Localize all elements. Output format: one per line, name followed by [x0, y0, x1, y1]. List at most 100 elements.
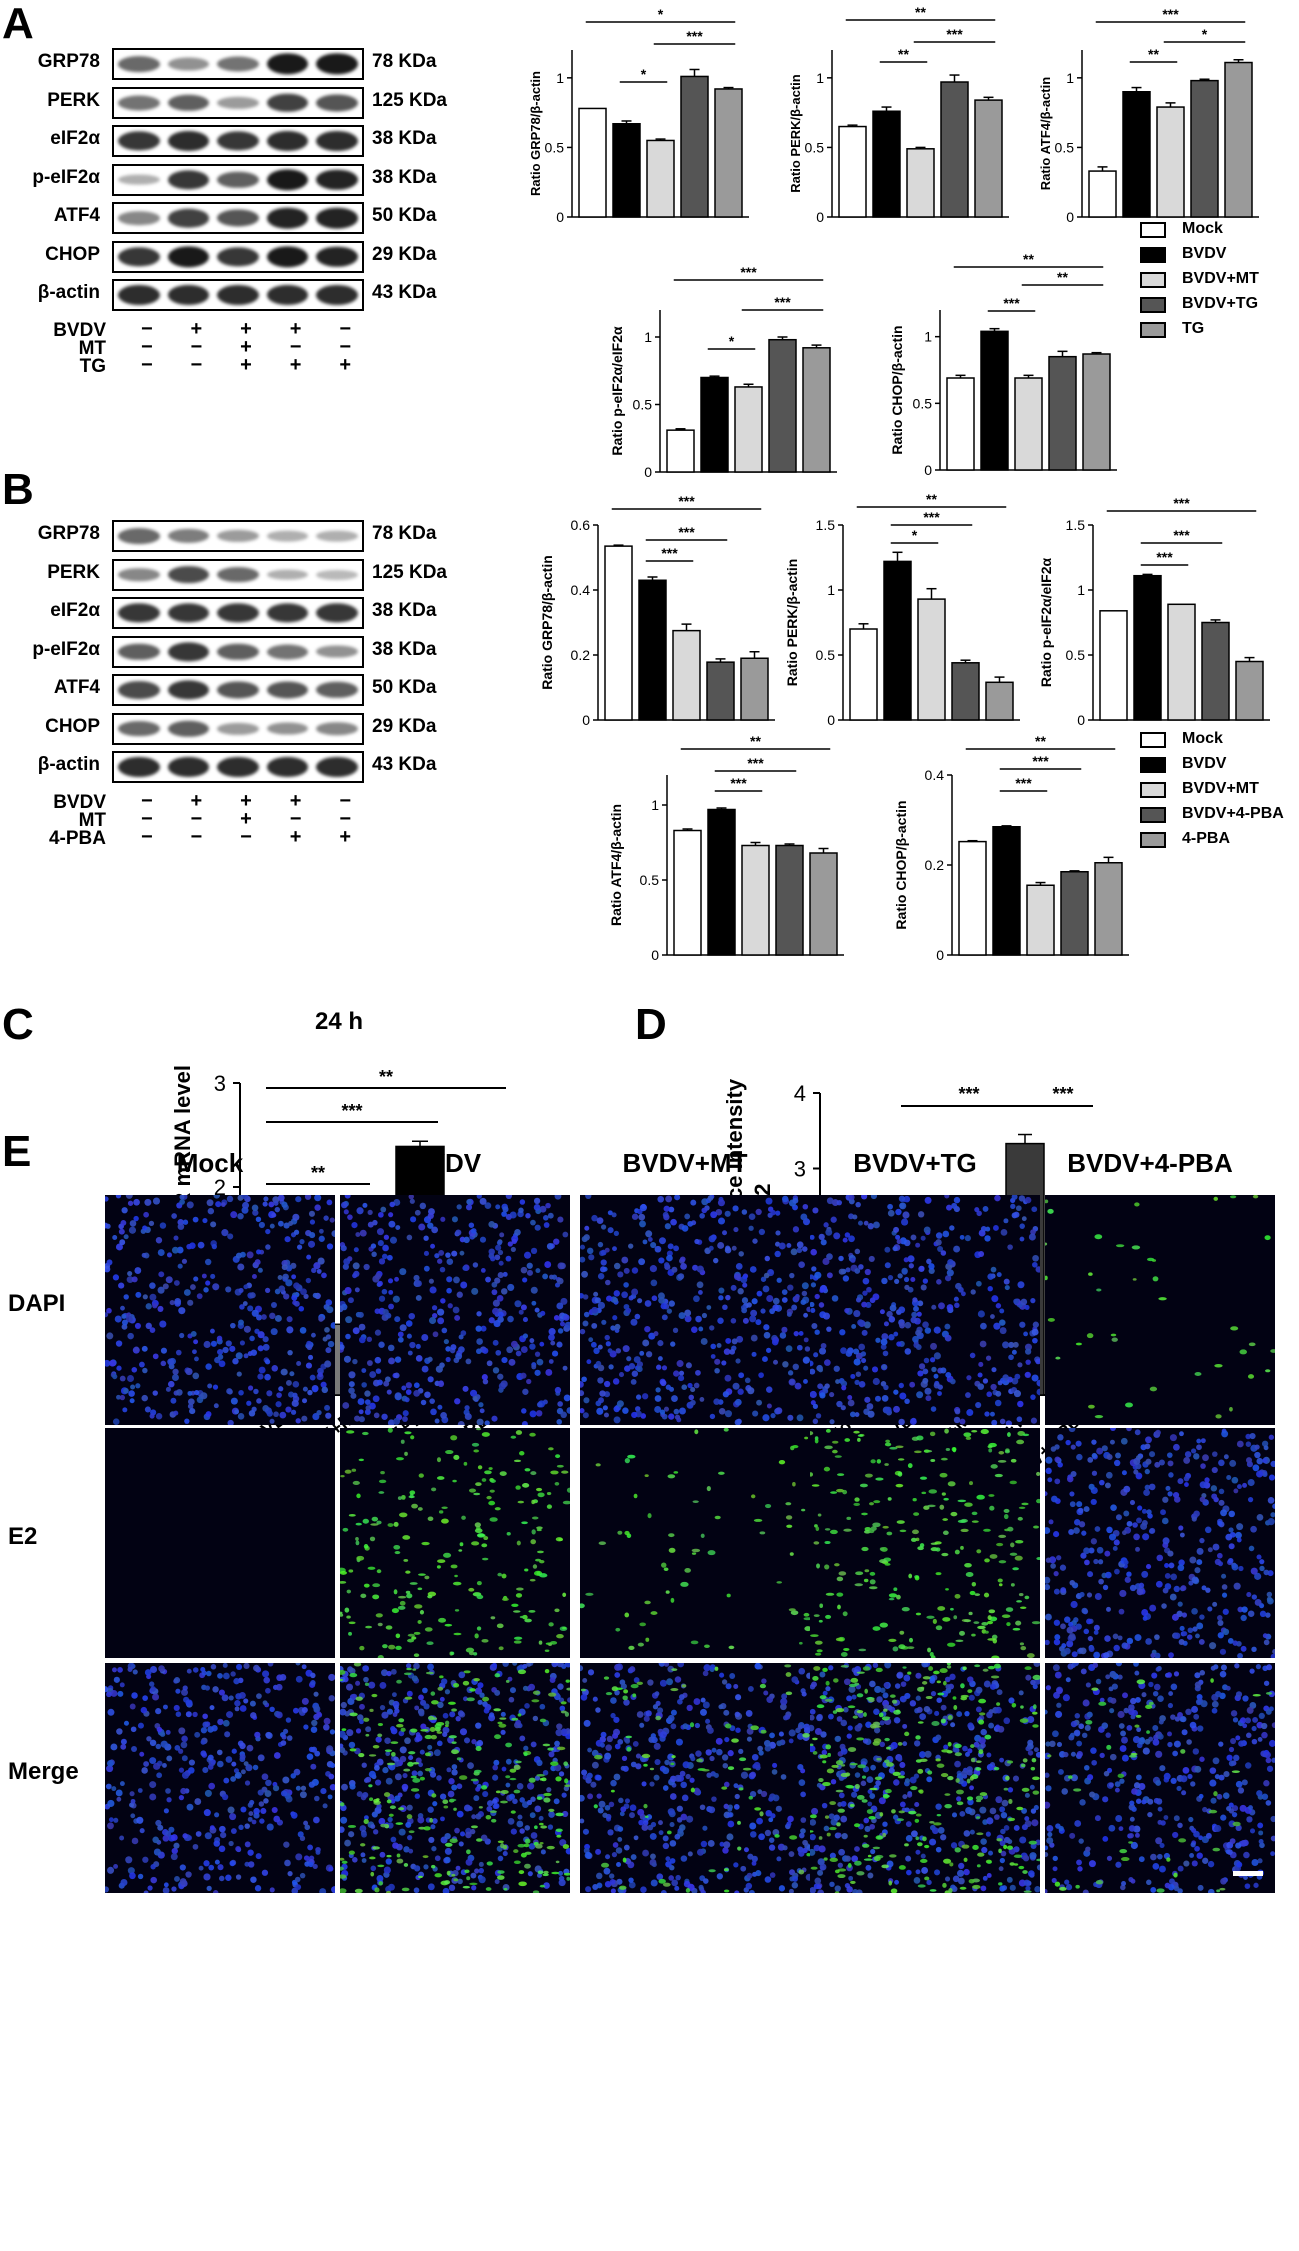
- e2-signal: [971, 1633, 976, 1637]
- nucleus-dot: [1178, 1639, 1185, 1645]
- nucleus-dot: [823, 1222, 829, 1228]
- nucleus-dot: [595, 1707, 601, 1713]
- e2-signal: [965, 1572, 974, 1577]
- legend-a: Mock BVDV BVDV+MT BVDV+TG TG: [1140, 220, 1299, 350]
- nucleus-dot: [806, 1306, 810, 1313]
- nucleus-dot: [159, 1731, 166, 1737]
- y-tick-label: 1: [556, 70, 564, 86]
- nucleus-dot: [719, 1841, 725, 1847]
- nucleus-dot: [740, 1865, 747, 1872]
- nucleus-dot: [353, 1247, 359, 1253]
- e2-signal: [844, 1438, 851, 1442]
- e2-signal: [547, 1747, 554, 1751]
- e2-signal: [1230, 1326, 1239, 1331]
- nucleus-dot: [901, 1218, 909, 1226]
- nucleus-dot: [616, 1400, 624, 1408]
- nucleus-dot: [1093, 1624, 1100, 1631]
- nucleus-dot: [368, 1681, 376, 1689]
- e2-signal: [513, 1789, 521, 1794]
- nucleus-dot: [742, 1317, 749, 1324]
- nucleus-dot: [1231, 1476, 1239, 1484]
- nucleus-dot: [328, 1773, 335, 1780]
- nucleus-dot: [427, 1744, 433, 1750]
- nucleus-dot: [654, 1245, 662, 1253]
- nucleus-dot: [246, 1744, 254, 1752]
- e2-signal: [374, 1887, 380, 1893]
- nucleus-dot: [800, 1817, 807, 1823]
- e2-signal: [939, 1472, 948, 1478]
- nucleus-dot: [271, 1212, 277, 1218]
- blot-band: [217, 566, 259, 583]
- nucleus-dot: [543, 1882, 550, 1889]
- nucleus-dot: [402, 1772, 408, 1779]
- nucleus-dot: [178, 1307, 186, 1315]
- nucleus-dot: [1045, 1456, 1053, 1464]
- nucleus-dot: [974, 1207, 980, 1213]
- nucleus-dot: [723, 1709, 730, 1716]
- nucleus-dot: [855, 1371, 862, 1377]
- nucleus-dot: [681, 1384, 688, 1391]
- nucleus-dot: [1017, 1281, 1025, 1289]
- e2-signal: [1020, 1606, 1027, 1610]
- nucleus-dot: [230, 1322, 236, 1329]
- treatment-sign: +: [240, 353, 252, 376]
- nucleus-dot: [717, 1317, 724, 1325]
- e2-signal: [1111, 1337, 1118, 1342]
- nucleus-dot: [1060, 1623, 1066, 1630]
- nucleus-dot: [928, 1267, 935, 1275]
- nucleus-dot: [505, 1782, 511, 1788]
- nucleus-dot: [1240, 1614, 1247, 1622]
- nucleus-dot: [295, 1196, 302, 1203]
- significance-label: *: [729, 333, 735, 349]
- blot-strip: [112, 712, 364, 745]
- e2-signal: [355, 1540, 360, 1546]
- y-axis-label: Ratio CHOP/β-actin: [889, 325, 905, 454]
- e2-signal: [984, 1630, 989, 1634]
- e2-signal: [996, 1542, 1004, 1547]
- e2-signal: [838, 1571, 847, 1576]
- nucleus-dot: [1242, 1482, 1248, 1488]
- e2-signal: [397, 1605, 406, 1610]
- nucleus-dot: [702, 1825, 708, 1831]
- nucleus-dot: [318, 1228, 324, 1234]
- nucleus-dot: [200, 1392, 208, 1400]
- nucleus-dot: [495, 1204, 501, 1210]
- treatment-sign: −: [140, 317, 153, 340]
- nucleus-dot: [733, 1783, 739, 1789]
- nucleus-dot: [866, 1286, 872, 1293]
- nucleus-dot: [516, 1783, 524, 1790]
- nucleus-dot: [910, 1316, 918, 1324]
- e2-signal: [636, 1681, 644, 1686]
- nucleus-dot: [556, 1723, 563, 1730]
- nucleus-dot: [391, 1692, 397, 1698]
- nucleus-dot: [763, 1690, 769, 1696]
- nucleus-dot: [613, 1290, 621, 1297]
- nucleus-dot: [371, 1251, 377, 1257]
- e2-signal: [1036, 1471, 1040, 1476]
- e2-signal: [864, 1526, 872, 1532]
- e2-signal: [517, 1843, 526, 1848]
- nucleus-dot: [1237, 1484, 1242, 1490]
- nucleus-dot: [418, 1694, 424, 1701]
- nucleus-dot: [466, 1199, 472, 1205]
- nucleus-dot: [429, 1286, 437, 1294]
- nucleus-dot: [638, 1819, 645, 1826]
- y-tick-label: 0.5: [640, 872, 660, 888]
- nucleus-dot: [768, 1837, 775, 1843]
- nucleus-dot: [1020, 1298, 1028, 1306]
- nucleus-dot: [557, 1328, 564, 1334]
- nucleus-dot: [523, 1745, 529, 1751]
- nucleus-dot: [633, 1835, 639, 1841]
- nucleus-dot: [615, 1663, 624, 1671]
- nucleus-dot: [1204, 1477, 1210, 1483]
- e2-signal: [544, 1669, 550, 1674]
- nucleus-dot: [1008, 1354, 1014, 1361]
- nucleus-dot: [548, 1328, 556, 1336]
- nucleus-dot: [285, 1406, 292, 1413]
- nucleus-dot: [1212, 1601, 1218, 1607]
- nucleus-dot: [710, 1211, 718, 1219]
- e2-signal: [988, 1494, 995, 1497]
- y-tick-label: 2: [214, 1175, 226, 1200]
- nucleus-dot: [719, 1672, 725, 1678]
- nucleus-dot: [1266, 1591, 1273, 1598]
